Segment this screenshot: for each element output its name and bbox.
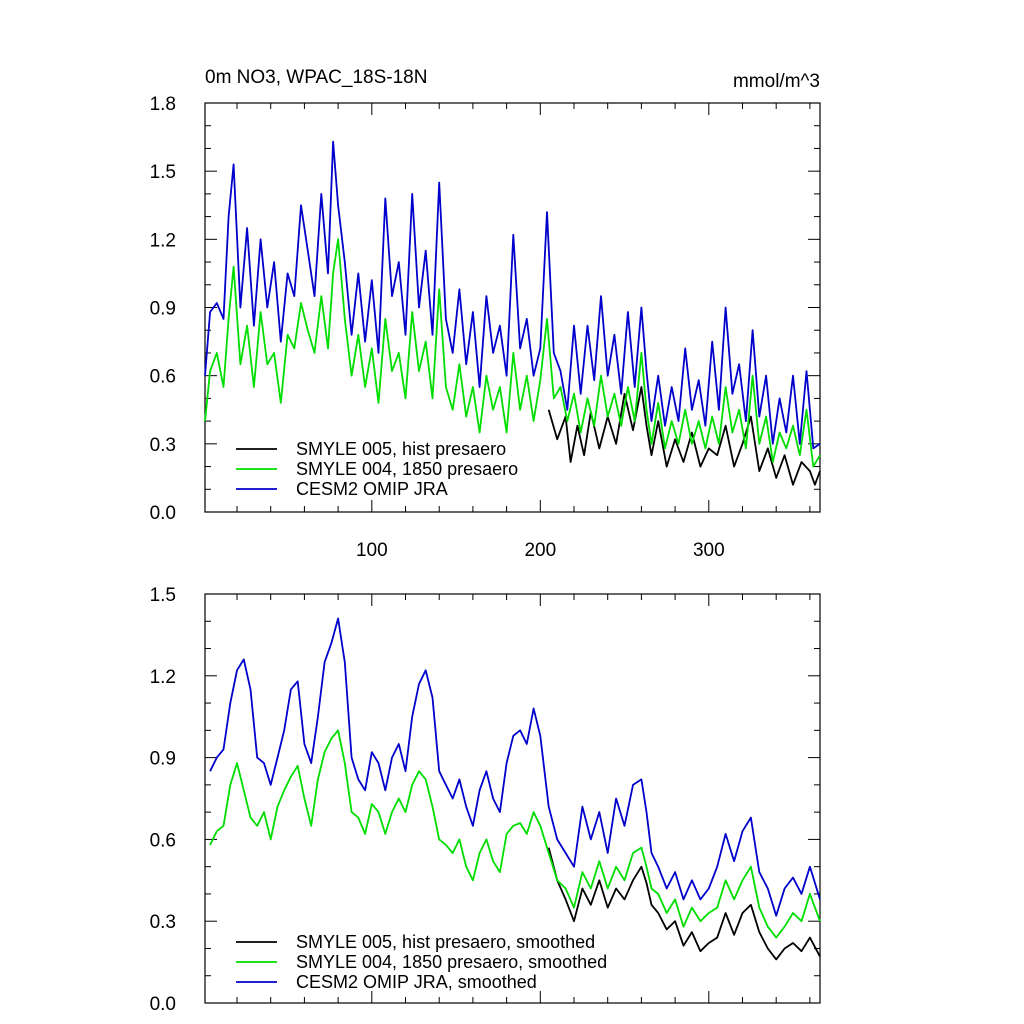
y-tick-label: 0.9 [150,299,176,320]
y-tick-label: 0.6 [150,367,176,388]
y-tick-label: 1.5 [150,162,176,183]
series-line-2 [204,140,821,450]
y-tick-label: 1.2 [150,667,176,688]
top-chart-units: mmol/m^3 [733,71,820,92]
y-tick-label: 1.2 [150,230,176,251]
top-chart-title: 0m NO3, WPAC_18S-18N [205,67,427,88]
y-tick-label: 0.3 [150,435,176,456]
series-line-1 [209,729,821,939]
top-panel: 0m NO3, WPAC_18S-18N mmol/m^3 0.0 0.3 0.6 0… [150,67,821,561]
y-tick-label: 0.9 [150,749,176,770]
y-tick-label: 0.6 [150,830,176,851]
legend-label-0: SMYLE 005, hist presaero, smoothed [296,932,595,952]
legend-label-1: SMYLE 004, 1850 presaero [296,459,518,479]
y-tick-label: 1.5 [150,585,176,606]
series-line-1 [204,238,821,468]
plot-frame [204,593,821,1004]
legend-label-2: CESM2 OMIP JRA [296,479,448,499]
legend-label-0: SMYLE 005, hist presaero [296,439,506,459]
legend-label-1: SMYLE 004, 1850 presaero, smoothed [296,952,607,972]
series-line-0 [547,386,821,486]
series-line-2 [209,617,821,917]
y-tick-label: 0.0 [150,994,176,1015]
y-tick-label: 1.8 [150,94,176,115]
x-tick-label: 100 [356,540,388,561]
series-line-0 [547,847,821,961]
y-tick-label: 0.3 [150,912,176,933]
x-tick-label: 200 [524,540,556,561]
bottom-panel: 0.0 0.3 0.6 0.9 1.2 1.5 SMYLE 005, hist presae… [150,585,821,1015]
legend-label-2: CESM2 OMIP JRA, smoothed [296,972,537,992]
y-tick-label: 0.0 [150,503,176,524]
x-tick-label: 300 [693,540,725,561]
